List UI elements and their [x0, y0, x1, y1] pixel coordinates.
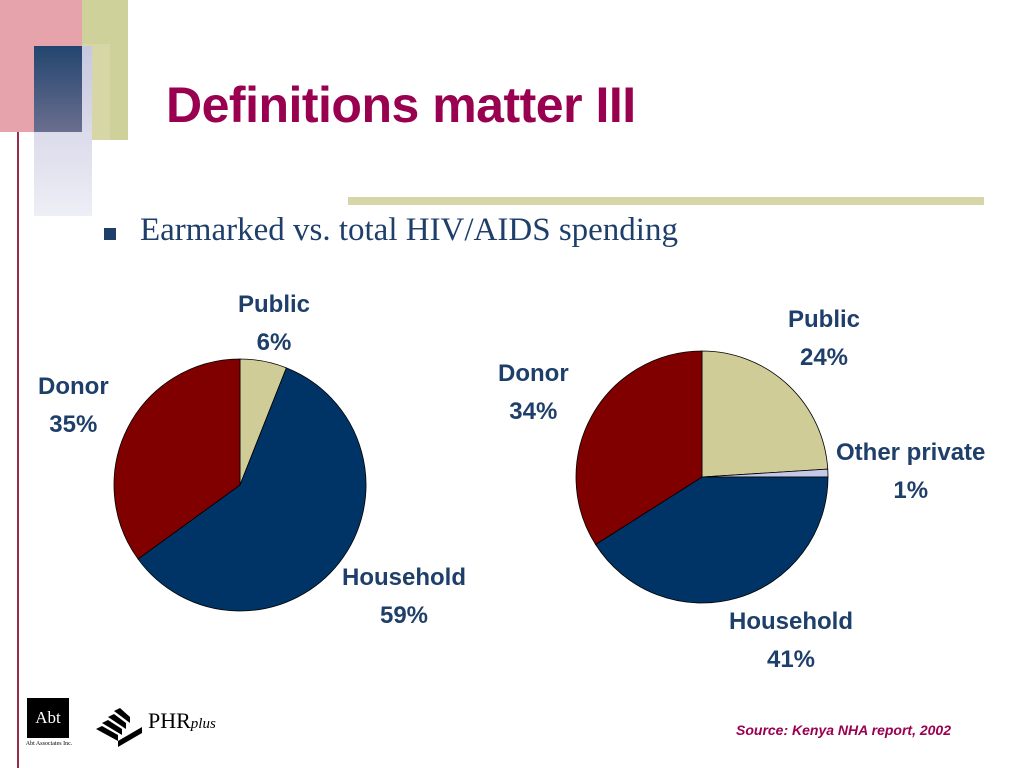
pie2-label-household: Household 41% — [729, 603, 853, 679]
pie1-label-donor-pct: 35% — [49, 411, 98, 438]
bullet-text: Earmarked vs. total HIV/AIDS spending — [140, 212, 678, 248]
pie1-slice-household — [137, 367, 367, 612]
phrplus-logo-text: PHRplus — [148, 708, 216, 734]
pie2-label-other-private-pct: 1% — [893, 477, 929, 504]
pie2-label-donor-pct: 34% — [509, 398, 558, 425]
abt-logo-subtitle: Abt Associates Inc. — [25, 741, 73, 747]
pie2-slice-public — [701, 350, 829, 478]
pie2-slice-donor — [575, 350, 703, 546]
pie1-label-donor-name: Donor — [38, 373, 109, 400]
pie2-slice-household — [595, 476, 829, 604]
pie-chart-earmarked — [113, 358, 367, 612]
pie1-slice-donor — [113, 358, 241, 560]
phrplus-logo-mark-icon — [96, 708, 142, 747]
pie1-label-household-pct: 59% — [379, 602, 429, 629]
pie2-label-other-private-name: Other private — [836, 439, 986, 466]
pie1-label-public-name: Public — [238, 291, 311, 318]
slide-title: Definitions matter III — [166, 77, 636, 133]
source-note: Source: Kenya NHA report, 2002 — [736, 722, 951, 738]
pie1-label-donor: Donor 35% — [38, 368, 109, 444]
decorative-horizontal-bar — [348, 197, 984, 205]
pie1-label-public-pct: 6% — [256, 329, 292, 356]
pie2-label-household-pct: 41% — [766, 646, 816, 673]
decorative-block-navy — [34, 46, 82, 132]
pie2-label-public-pct: 24% — [799, 344, 849, 371]
pie2-label-household-name: Household — [729, 608, 853, 635]
pie1-label-household-name: Household — [342, 564, 466, 591]
pie2-label-donor: Donor 34% — [498, 355, 569, 431]
pie2-label-public-name: Public — [788, 306, 861, 333]
pie1-label-public: Public 6% — [238, 286, 310, 362]
pie-chart-total — [575, 350, 829, 604]
pie2-label-public: Public 24% — [788, 301, 860, 377]
bullet-square-icon — [104, 228, 116, 240]
abt-logo: Abt — [27, 698, 69, 738]
pie2-label-donor-name: Donor — [498, 360, 569, 387]
pie1-label-household: Household 59% — [342, 559, 466, 635]
decorative-vertical-line — [17, 0, 19, 768]
phrplus-logo-phr: PHR — [148, 708, 191, 733]
phrplus-logo-plus: plus — [190, 716, 216, 732]
pie2-label-other-private: Other private 1% — [836, 434, 985, 510]
